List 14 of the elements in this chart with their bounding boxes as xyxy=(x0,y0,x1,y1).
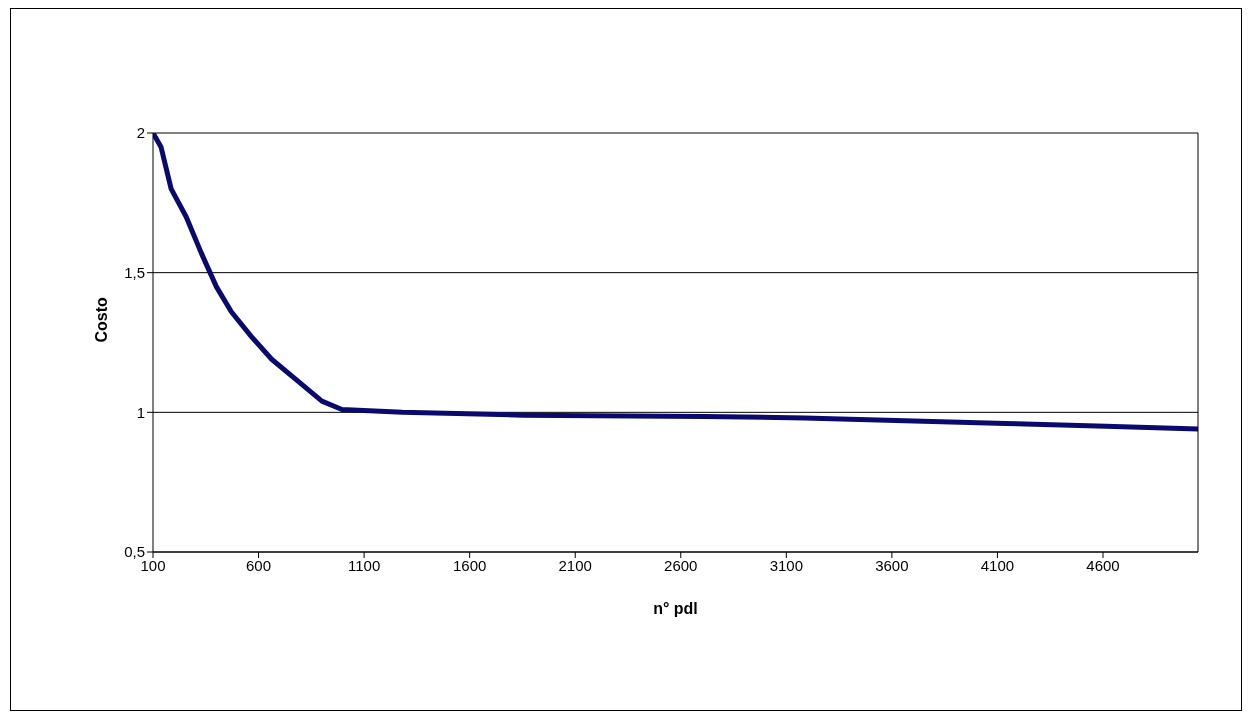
x-tick-label: 3600 xyxy=(875,556,909,574)
x-tick-label: 1600 xyxy=(452,556,487,574)
y-axis-title: Costo xyxy=(92,296,110,343)
x-tick-label: 2600 xyxy=(664,556,698,574)
x-axis-title: n° pdl xyxy=(653,600,698,617)
x-tick-label: 3100 xyxy=(769,556,804,574)
x-tick-label: 1100 xyxy=(347,556,381,574)
x-tick-label: 600 xyxy=(246,556,272,574)
y-tick-label: 1,5 xyxy=(124,263,145,281)
x-tick-label: 2100 xyxy=(558,556,592,574)
x-tick-label: 4100 xyxy=(980,556,1015,574)
y-tick-label: 1 xyxy=(136,403,145,421)
x-tick-label: 4600 xyxy=(1086,556,1120,574)
y-tick-label: 2 xyxy=(136,124,145,142)
